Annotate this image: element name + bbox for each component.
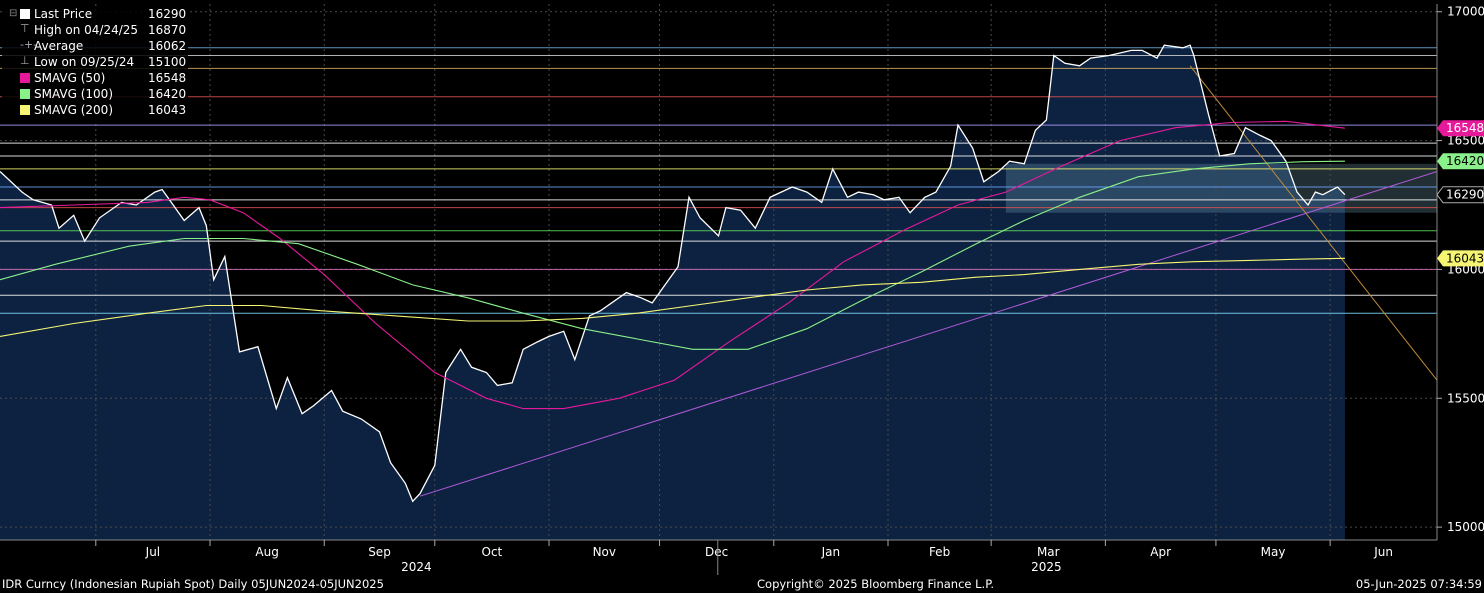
y-tick-label: 15000 bbox=[1447, 520, 1484, 534]
month-label: Oct bbox=[482, 545, 503, 559]
month-label: Aug bbox=[255, 545, 278, 559]
tree-collapse-icon[interactable]: ⊟ bbox=[9, 8, 18, 19]
year-label: 2024 bbox=[401, 560, 432, 574]
legend-value: 16420 bbox=[148, 87, 187, 101]
legend-row-last-price[interactable]: ⊟ Last Price 16290 bbox=[2, 6, 188, 22]
square-icon bbox=[20, 9, 30, 19]
price-tag-label: 16548 bbox=[1446, 121, 1484, 135]
legend-row-smavg-100[interactable]: SMAVG (100) 16420 bbox=[2, 86, 188, 102]
year-label: 2025 bbox=[1031, 560, 1062, 574]
legend-panel: ⊟ Last Price 16290 ⊤ High on 04/24/25 16… bbox=[2, 6, 188, 124]
legend-label: SMAVG (200) bbox=[34, 103, 114, 117]
legend-row-smavg-200[interactable]: SMAVG (200) 16043 bbox=[2, 102, 188, 118]
month-label: Nov bbox=[593, 545, 616, 559]
price-tag-label: 16420 bbox=[1446, 154, 1484, 168]
square-icon bbox=[20, 105, 30, 115]
square-icon bbox=[20, 73, 30, 83]
price-tag-label: 16290 bbox=[1446, 188, 1484, 202]
month-label: Sep bbox=[368, 545, 391, 559]
month-label: Jan bbox=[821, 545, 841, 559]
highlight-zone bbox=[1005, 163, 1437, 213]
legend-value: 16062 bbox=[148, 39, 187, 53]
legend-label: Low on 09/25/24 bbox=[34, 55, 135, 69]
legend-row-average[interactable]: -+- Average 16062 bbox=[2, 38, 188, 54]
series-line bbox=[0, 257, 1345, 337]
square-icon bbox=[20, 89, 30, 99]
price-tag bbox=[1437, 153, 1484, 170]
legend-row-high[interactable]: ⊤ High on 04/24/25 16870 bbox=[2, 22, 188, 38]
trend-line bbox=[419, 171, 1438, 497]
month-label: Jul bbox=[145, 545, 160, 559]
low-marker-icon: ⊥ bbox=[20, 54, 30, 67]
month-label: Apr bbox=[1150, 545, 1171, 559]
price-tag bbox=[1437, 250, 1484, 267]
legend-row-low[interactable]: ⊥ Low on 09/25/24 15100 bbox=[2, 54, 188, 70]
series-line bbox=[0, 44, 1346, 503]
month-label: Jun bbox=[1373, 545, 1393, 559]
month-label: Feb bbox=[929, 545, 950, 559]
series-line bbox=[0, 160, 1345, 350]
security-description: IDR Curncy (Indonesian Rupiah Spot) Dail… bbox=[2, 577, 384, 591]
series-line bbox=[0, 120, 1345, 410]
high-marker-icon: ⊤ bbox=[20, 22, 30, 35]
legend-value: 16290 bbox=[148, 7, 187, 21]
legend-label: High on 04/24/25 bbox=[34, 23, 139, 37]
legend-row-smavg-50[interactable]: SMAVG (50) 16548 bbox=[2, 70, 188, 86]
legend-value: 16043 bbox=[148, 103, 187, 117]
legend-label: SMAVG (50) bbox=[34, 71, 106, 85]
price-tag-label: 16043 bbox=[1446, 251, 1484, 265]
month-label: Dec bbox=[705, 545, 728, 559]
y-tick-label: 15500 bbox=[1447, 391, 1484, 405]
y-tick-label: 17000 bbox=[1447, 5, 1484, 19]
copyright-text: Copyright© 2025 Bloomberg Finance L.P. bbox=[757, 577, 994, 591]
legend-value: 16870 bbox=[148, 23, 187, 37]
legend-label: SMAVG (100) bbox=[34, 87, 114, 101]
price-area-fill bbox=[0, 45, 1345, 540]
legend-label: Last Price bbox=[34, 7, 93, 21]
trend-line bbox=[1189, 65, 1438, 381]
y-tick-label: 16500 bbox=[1447, 134, 1484, 148]
timestamp: 05-Jun-2025 07:34:59 bbox=[1355, 577, 1482, 591]
legend-label: Average bbox=[34, 39, 84, 53]
month-label: Mar bbox=[1037, 545, 1060, 559]
price-tag bbox=[1436, 186, 1484, 204]
legend-value: 16548 bbox=[148, 71, 187, 85]
month-label: May bbox=[1261, 545, 1286, 559]
price-tag bbox=[1437, 120, 1484, 137]
average-marker-icon: -+- bbox=[20, 38, 38, 51]
legend-value: 15100 bbox=[148, 55, 187, 69]
